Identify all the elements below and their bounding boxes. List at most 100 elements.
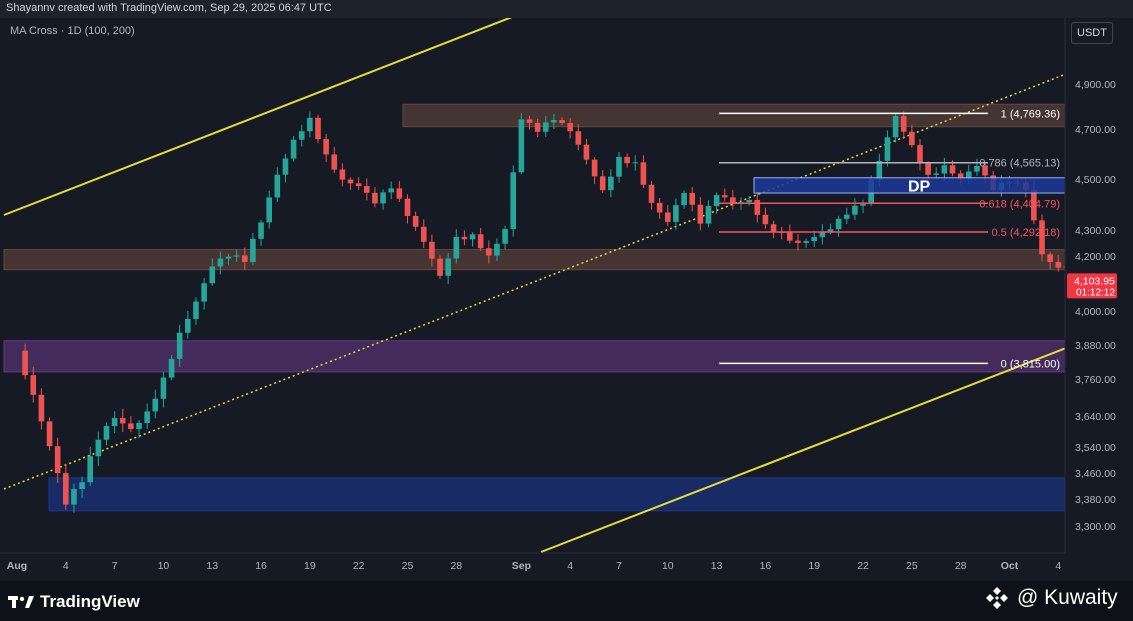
candle-body	[624, 156, 630, 164]
y-tick-label: 3,540.00	[1075, 442, 1116, 454]
candle-body	[616, 156, 622, 177]
candle-body	[754, 199, 761, 215]
candle-body	[103, 426, 110, 440]
y-tick-label: 4,900.00	[1075, 79, 1116, 91]
x-tick-label: 16	[255, 560, 267, 572]
candle-body	[567, 123, 573, 132]
candle-body	[843, 214, 850, 219]
candle-body	[1112, 333, 1118, 337]
x-tick-label: 7	[112, 560, 118, 572]
candle-body	[835, 218, 842, 230]
candle-body	[860, 204, 866, 206]
x-tick-label: 7	[616, 560, 622, 572]
y-tick-label: 3,300.00	[1075, 521, 1116, 533]
candle-body	[201, 283, 207, 302]
fib-label: 0 (3,815.00)	[1001, 358, 1060, 370]
candle-body	[95, 439, 102, 457]
currency-selector[interactable]: USDT	[1071, 22, 1113, 44]
candle-body	[412, 215, 419, 227]
candle-body	[469, 234, 476, 240]
tradingview-icon	[8, 596, 34, 608]
candle-body	[144, 411, 150, 423]
fib-label: 0.618 (4,404.79)	[979, 198, 1060, 210]
candle-body	[697, 204, 704, 224]
watermark-text: @ Kuwaity	[1017, 586, 1118, 609]
candle-body	[730, 197, 736, 204]
candle-body	[380, 192, 386, 204]
candle-body	[941, 165, 948, 174]
channel-mid-dotted-line[interactable]	[3, 73, 1066, 490]
price-chart[interactable]: DP 1 (4,769.36) 0.786 (4,565.13) 0.618 (4,4…	[0, 0, 1133, 581]
tradingview-logo[interactable]: TradingView	[8, 592, 140, 612]
candle-body	[811, 237, 818, 242]
candle-body	[925, 163, 931, 175]
candle-body	[632, 162, 639, 164]
y-tick-label: 3,880.00	[1075, 340, 1116, 352]
candle-body	[128, 423, 134, 430]
x-tick-label: 22	[857, 560, 869, 572]
candle-body	[665, 212, 671, 222]
candle-body	[876, 160, 883, 180]
candle-body	[705, 206, 712, 224]
candle-body	[79, 482, 85, 490]
fib-label: 0.786 (4,565.13)	[979, 158, 1060, 170]
candle-body	[119, 417, 126, 424]
candle-body	[404, 198, 411, 216]
candle-body	[982, 165, 988, 176]
candle-body	[225, 256, 232, 259]
candle-body	[307, 117, 313, 132]
candle-body	[46, 421, 53, 447]
candle-body	[1121, 327, 1127, 333]
candle-body	[909, 131, 915, 146]
candle-body	[526, 119, 533, 123]
candle-body	[884, 137, 891, 161]
candle-body	[957, 173, 964, 178]
candle-body	[933, 173, 940, 175]
candle-body	[388, 188, 395, 193]
diamond-logo-icon	[986, 587, 1008, 609]
channel-lower-line[interactable]	[540, 347, 1066, 553]
candle-body	[1063, 266, 1065, 268]
candle-body	[364, 186, 370, 193]
zone-supply-top[interactable]	[402, 103, 1065, 128]
candle-body	[477, 234, 484, 249]
fib-label: 0.5 (4,292.18)	[992, 227, 1061, 239]
current-price-countdown: 01:12:12	[1076, 287, 1115, 298]
x-tick-label: 19	[808, 560, 820, 572]
candle-body	[331, 154, 338, 170]
candle-body	[437, 258, 443, 276]
candle-body	[290, 139, 297, 159]
candle-body	[274, 174, 281, 198]
dp-zone-label: DP	[908, 178, 931, 195]
watermark: @ Kuwaity	[985, 586, 1118, 610]
candle-body	[250, 238, 256, 262]
candle-body	[770, 224, 777, 232]
candle-body	[494, 243, 500, 256]
candle-body	[974, 165, 980, 172]
y-tick-label: 3,380.00	[1075, 494, 1116, 506]
candle-body	[787, 232, 793, 241]
candle-body	[168, 358, 175, 378]
indicator-label[interactable]: MA Cross · 1D (100, 200)	[10, 25, 135, 37]
y-tick-label: 3,640.00	[1075, 411, 1116, 423]
candle-body	[152, 398, 159, 412]
x-tick-label: 10	[662, 560, 674, 572]
zone-resistance[interactable]	[3, 249, 1065, 271]
candle-body	[1031, 189, 1037, 221]
candle-body	[323, 139, 329, 155]
x-tick-label: 10	[158, 560, 170, 572]
candle-body	[583, 144, 590, 160]
candle-body	[819, 231, 826, 238]
zone-blue-low[interactable]	[48, 477, 1065, 512]
candle-body	[900, 115, 907, 132]
y-tick-label: 4,200.00	[1075, 251, 1116, 263]
x-tick-label: 19	[304, 560, 316, 572]
x-tick-label: 16	[760, 560, 772, 572]
candle-body	[591, 159, 598, 177]
candle-body	[355, 183, 362, 187]
candle-body	[803, 241, 809, 243]
candle-body	[746, 199, 752, 203]
zone-purple[interactable]	[3, 340, 1065, 373]
channel-upper-line[interactable]	[3, 17, 513, 216]
candle-body	[892, 115, 899, 138]
